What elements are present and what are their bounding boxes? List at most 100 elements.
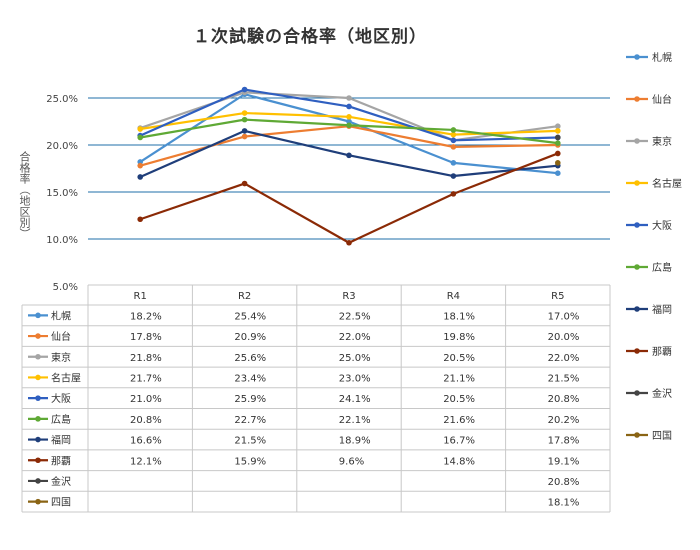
data-value-label: 22.0% bbox=[548, 353, 580, 364]
data-point bbox=[450, 173, 457, 179]
table-row-label: 那覇 bbox=[51, 455, 71, 467]
data-point bbox=[450, 144, 457, 150]
data-value-label: 20.0% bbox=[548, 332, 580, 343]
data-point bbox=[555, 170, 561, 176]
table-legend-marker bbox=[35, 312, 41, 319]
data-value-label: 20.2% bbox=[548, 415, 580, 426]
y-tick-label: 5.0% bbox=[53, 282, 78, 293]
data-value-label: 20.5% bbox=[443, 353, 475, 364]
data-value-label: 21.7% bbox=[130, 373, 162, 384]
data-value-label: 21.8% bbox=[130, 353, 162, 364]
data-point bbox=[555, 123, 561, 129]
data-point bbox=[137, 134, 143, 141]
data-value-label: 21.1% bbox=[443, 373, 475, 384]
legend-marker bbox=[634, 222, 640, 228]
legend-label: 東京 bbox=[652, 135, 672, 148]
data-value-label: 12.1% bbox=[130, 456, 162, 467]
data-point bbox=[241, 128, 248, 134]
data-point bbox=[450, 137, 457, 144]
legend-label: 名古屋 bbox=[652, 177, 682, 190]
data-point bbox=[346, 95, 352, 101]
data-point bbox=[555, 160, 561, 166]
data-point bbox=[137, 174, 143, 180]
data-point bbox=[450, 191, 457, 197]
legend-label: 福岡 bbox=[652, 303, 672, 316]
data-point bbox=[137, 216, 143, 223]
data-value-label: 23.4% bbox=[234, 373, 266, 384]
table-row-label: 金沢 bbox=[51, 475, 71, 488]
table-legend-marker bbox=[35, 416, 41, 422]
data-point bbox=[137, 126, 143, 132]
data-value-label: 18.9% bbox=[339, 436, 371, 447]
chart-title: １次試験の合格率（地区別） bbox=[193, 27, 427, 47]
data-value-label: 19.1% bbox=[548, 456, 580, 467]
table-legend-marker bbox=[35, 353, 41, 360]
data-value-label: 20.9% bbox=[234, 332, 266, 343]
legend-label: 札幌 bbox=[652, 51, 672, 64]
data-point bbox=[450, 131, 457, 138]
data-value-label: 22.1% bbox=[339, 415, 371, 426]
table-legend-marker bbox=[35, 395, 41, 401]
table-row-label: 仙台 bbox=[51, 330, 71, 343]
data-point bbox=[555, 150, 561, 157]
legend-marker bbox=[634, 306, 640, 312]
data-point bbox=[346, 103, 352, 110]
table-row-label: 東京 bbox=[51, 351, 71, 364]
data-point bbox=[346, 122, 352, 129]
legend-label: 仙台 bbox=[652, 93, 672, 106]
legend-marker bbox=[634, 348, 640, 354]
data-value-label: 25.9% bbox=[234, 394, 266, 405]
data-point bbox=[555, 140, 561, 146]
table-row-label: 大阪 bbox=[51, 392, 71, 405]
legend-marker bbox=[634, 54, 640, 60]
data-value-label: 21.5% bbox=[234, 436, 266, 447]
legend-marker bbox=[634, 96, 640, 102]
legend-marker bbox=[634, 432, 640, 438]
legend-marker bbox=[634, 138, 640, 144]
legend-label: 広島 bbox=[652, 261, 672, 274]
y-axis-label: 合格率（地区別） bbox=[18, 151, 31, 239]
data-point bbox=[450, 160, 457, 166]
table-row-label: 福岡 bbox=[51, 434, 71, 447]
data-value-label: 25.4% bbox=[234, 311, 266, 322]
data-value-label: 25.6% bbox=[234, 353, 266, 364]
data-value-label: 21.6% bbox=[443, 415, 475, 426]
data-value-label: 25.0% bbox=[339, 353, 371, 364]
x-category-label: R3 bbox=[342, 291, 355, 302]
data-value-label: 15.9% bbox=[234, 456, 266, 467]
legend-marker bbox=[634, 390, 640, 396]
y-tick-label: 15.0% bbox=[46, 188, 78, 199]
x-category-label: R2 bbox=[238, 291, 251, 302]
data-value-label: 23.0% bbox=[339, 373, 371, 384]
data-value-label: 22.7% bbox=[234, 415, 266, 426]
data-value-label: 17.8% bbox=[130, 332, 162, 343]
table-legend-marker bbox=[35, 436, 41, 443]
data-value-label: 16.6% bbox=[130, 436, 162, 447]
data-value-label: 18.1% bbox=[443, 311, 475, 322]
legend-label: 那覇 bbox=[652, 346, 672, 358]
legend-label: 四国 bbox=[652, 430, 672, 442]
y-tick-label: 20.0% bbox=[46, 141, 78, 152]
data-point bbox=[450, 127, 457, 133]
table-legend-marker bbox=[35, 333, 41, 339]
data-value-label: 21.5% bbox=[548, 373, 580, 384]
data-value-label: 16.7% bbox=[443, 436, 475, 447]
data-value-label: 21.0% bbox=[130, 394, 162, 405]
data-value-label: 20.8% bbox=[130, 415, 162, 426]
x-category-label: R5 bbox=[551, 291, 564, 302]
legend-marker bbox=[634, 264, 640, 270]
table-legend-marker bbox=[35, 478, 41, 484]
table-row-label: 四国 bbox=[51, 497, 71, 509]
y-tick-label: 25.0% bbox=[46, 94, 78, 105]
data-point bbox=[555, 128, 561, 134]
data-point bbox=[241, 180, 248, 187]
table-row-label: 広島 bbox=[51, 413, 71, 426]
data-point bbox=[241, 86, 248, 93]
data-value-label: 9.6% bbox=[339, 456, 364, 467]
table-legend-marker bbox=[35, 374, 41, 381]
table-legend-marker bbox=[35, 498, 41, 505]
data-value-label: 20.8% bbox=[548, 477, 580, 488]
table-legend-marker bbox=[35, 457, 41, 464]
data-value-label: 14.8% bbox=[443, 456, 475, 467]
data-value-label: 18.1% bbox=[548, 498, 580, 509]
